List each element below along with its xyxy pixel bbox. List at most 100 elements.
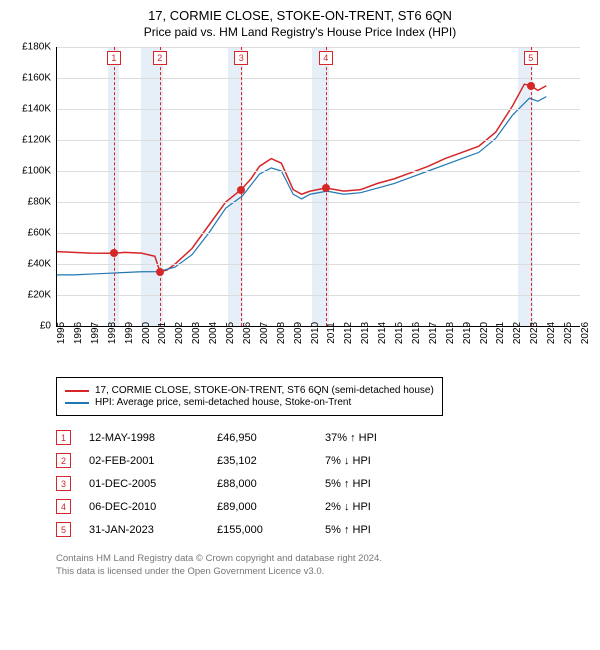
data-point bbox=[156, 268, 164, 276]
transaction-price: £89,000 bbox=[217, 501, 307, 513]
x-axis-label: 2019 bbox=[462, 322, 473, 344]
grid-line bbox=[57, 47, 580, 48]
x-axis-label: 2006 bbox=[242, 322, 253, 344]
transaction-date: 06-DEC-2010 bbox=[89, 501, 199, 513]
legend-swatch bbox=[65, 402, 89, 404]
chart-lines bbox=[57, 47, 580, 326]
transaction-marker: 4 bbox=[56, 499, 71, 514]
footer-line-1: Contains HM Land Registry data © Crown c… bbox=[56, 553, 588, 566]
transaction-hpi: 5% ↑ HPI bbox=[325, 524, 425, 536]
x-axis-label: 2000 bbox=[141, 322, 152, 344]
x-axis-label: 2001 bbox=[157, 322, 168, 344]
x-axis-label: 2005 bbox=[225, 322, 236, 344]
legend-label: 17, CORMIE CLOSE, STOKE-ON-TRENT, ST6 6Q… bbox=[95, 385, 434, 396]
grid-line bbox=[57, 78, 580, 79]
x-axis-label: 2021 bbox=[495, 322, 506, 344]
x-axis-label: 2022 bbox=[512, 322, 523, 344]
y-axis-label: £40K bbox=[28, 259, 51, 270]
x-axis-label: 1998 bbox=[107, 322, 118, 344]
x-axis-label: 2016 bbox=[411, 322, 422, 344]
series-line bbox=[57, 97, 546, 275]
y-axis-label: £20K bbox=[28, 290, 51, 301]
plot-area: £0£20K£40K£60K£80K£100K£120K£140K£160K£1… bbox=[56, 47, 580, 327]
transaction-row: 112-MAY-1998£46,95037% ↑ HPI bbox=[56, 426, 588, 449]
marker-box: 3 bbox=[234, 51, 248, 65]
transaction-row: 202-FEB-2001£35,1027% ↓ HPI bbox=[56, 449, 588, 472]
transaction-table: 112-MAY-1998£46,95037% ↑ HPI202-FEB-2001… bbox=[56, 426, 588, 541]
x-axis-label: 2015 bbox=[394, 322, 405, 344]
transaction-date: 31-JAN-2023 bbox=[89, 524, 199, 536]
x-axis-labels: 1995199619971998199920002001200220032004… bbox=[56, 327, 580, 367]
grid-line bbox=[57, 233, 580, 234]
marker-box: 4 bbox=[319, 51, 333, 65]
data-point bbox=[110, 249, 118, 257]
x-axis-label: 2004 bbox=[208, 322, 219, 344]
transaction-price: £88,000 bbox=[217, 478, 307, 490]
data-point bbox=[237, 186, 245, 194]
x-axis-label: 2018 bbox=[445, 322, 456, 344]
grid-line bbox=[57, 295, 580, 296]
legend-item: 17, CORMIE CLOSE, STOKE-ON-TRENT, ST6 6Q… bbox=[65, 385, 434, 396]
y-axis-label: £180K bbox=[22, 42, 51, 53]
grid-line bbox=[57, 171, 580, 172]
x-axis-label: 2007 bbox=[259, 322, 270, 344]
x-axis-label: 2020 bbox=[479, 322, 490, 344]
x-axis-label: 2009 bbox=[293, 322, 304, 344]
x-axis-label: 2012 bbox=[343, 322, 354, 344]
marker-box: 2 bbox=[153, 51, 167, 65]
x-axis-label: 2025 bbox=[563, 322, 574, 344]
marker-line bbox=[160, 47, 161, 326]
y-axis-label: £160K bbox=[22, 73, 51, 84]
legend-item: HPI: Average price, semi-detached house,… bbox=[65, 397, 434, 408]
transaction-row: 4 06-DEC-2010 £89,000 2% ↓ HPI bbox=[56, 495, 588, 518]
x-axis-label: 1999 bbox=[124, 322, 135, 344]
x-axis-label: 1996 bbox=[73, 322, 84, 344]
transaction-marker: 3 bbox=[56, 476, 71, 491]
grid-line bbox=[57, 264, 580, 265]
x-axis-label: 2010 bbox=[310, 322, 321, 344]
x-axis-label: 2013 bbox=[360, 322, 371, 344]
x-axis-label: 1997 bbox=[90, 322, 101, 344]
transaction-date: 12-MAY-1998 bbox=[89, 432, 199, 444]
x-axis-label: 2023 bbox=[529, 322, 540, 344]
legend: 17, CORMIE CLOSE, STOKE-ON-TRENT, ST6 6Q… bbox=[56, 377, 443, 416]
legend-swatch bbox=[65, 390, 89, 392]
y-axis-label: £0 bbox=[40, 321, 51, 332]
y-axis-label: £100K bbox=[22, 166, 51, 177]
grid-line bbox=[57, 109, 580, 110]
series-line bbox=[57, 84, 546, 271]
grid-line bbox=[57, 202, 580, 203]
x-axis-label: 2026 bbox=[580, 322, 591, 344]
transaction-hpi: 7% ↓ HPI bbox=[325, 455, 425, 467]
y-axis-label: £120K bbox=[22, 135, 51, 146]
transaction-date: 01-DEC-2005 bbox=[89, 478, 199, 490]
transaction-hpi: 2% ↓ HPI bbox=[325, 501, 425, 513]
data-point bbox=[322, 184, 330, 192]
x-axis-label: 2003 bbox=[191, 322, 202, 344]
x-axis-label: 2017 bbox=[428, 322, 439, 344]
transaction-marker: 2 bbox=[56, 453, 71, 468]
chart-subtitle: Price paid vs. HM Land Registry's House … bbox=[12, 25, 588, 39]
footer-line-2: This data is licensed under the Open Gov… bbox=[56, 566, 588, 579]
transaction-price: £46,950 bbox=[217, 432, 307, 444]
marker-line bbox=[114, 47, 115, 326]
transaction-hpi: 5% ↑ HPI bbox=[325, 478, 425, 490]
marker-box: 5 bbox=[524, 51, 538, 65]
transaction-date: 02-FEB-2001 bbox=[89, 455, 199, 467]
data-point bbox=[527, 82, 535, 90]
grid-line bbox=[57, 140, 580, 141]
x-axis-label: 1995 bbox=[56, 322, 67, 344]
legend-label: HPI: Average price, semi-detached house,… bbox=[95, 397, 351, 408]
x-axis-label: 2008 bbox=[276, 322, 287, 344]
footer-attribution: Contains HM Land Registry data © Crown c… bbox=[56, 553, 588, 579]
marker-box: 1 bbox=[107, 51, 121, 65]
transaction-row: 3 01-DEC-2005 £88,000 5% ↑ HPI bbox=[56, 472, 588, 495]
x-axis-label: 2002 bbox=[174, 322, 185, 344]
transaction-marker: 5 bbox=[56, 522, 71, 537]
chart-title: 17, CORMIE CLOSE, STOKE-ON-TRENT, ST6 6Q… bbox=[12, 8, 588, 23]
y-axis-label: £60K bbox=[28, 228, 51, 239]
y-axis-label: £80K bbox=[28, 197, 51, 208]
x-axis-label: 2014 bbox=[377, 322, 388, 344]
chart-area: £0£20K£40K£60K£80K£100K£120K£140K£160K£1… bbox=[56, 47, 580, 367]
chart-container: 17, CORMIE CLOSE, STOKE-ON-TRENT, ST6 6Q… bbox=[0, 0, 600, 589]
